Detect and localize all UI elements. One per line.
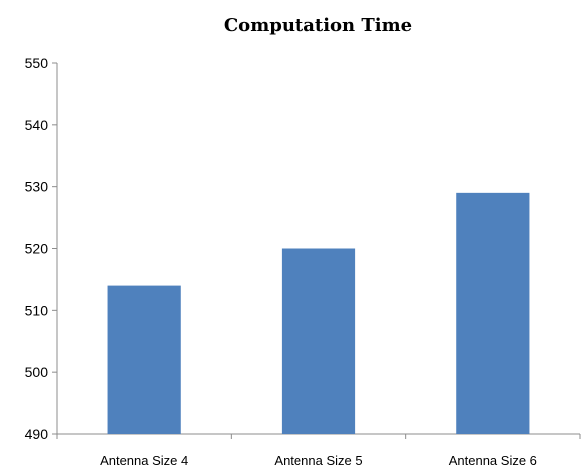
bar-1 xyxy=(107,285,181,434)
y-axis-ticks: 490 500 510 520 530 540 550 xyxy=(25,55,57,442)
y-tick-label: 530 xyxy=(25,179,49,195)
y-tick-label: 540 xyxy=(25,117,49,133)
y-tick-label: 520 xyxy=(25,241,49,257)
category-label: Antenna Size 5 xyxy=(274,453,362,468)
y-tick-label: 500 xyxy=(25,364,49,380)
y-tick-label: 550 xyxy=(25,55,49,71)
category-label: Antenna Size 6 xyxy=(449,453,537,468)
y-tick-label: 510 xyxy=(25,302,49,318)
y-tick-label: 490 xyxy=(25,426,49,442)
bar-series xyxy=(107,192,530,434)
x-axis-ticks xyxy=(56,434,581,439)
bar-2 xyxy=(281,248,356,434)
category-label: Antenna Size 4 xyxy=(100,453,188,468)
bar-3 xyxy=(456,192,530,434)
category-labels: Antenna Size 4 Antenna Size 5 Antenna Size… xyxy=(100,453,537,468)
chart-title: Computation Time xyxy=(224,15,412,36)
